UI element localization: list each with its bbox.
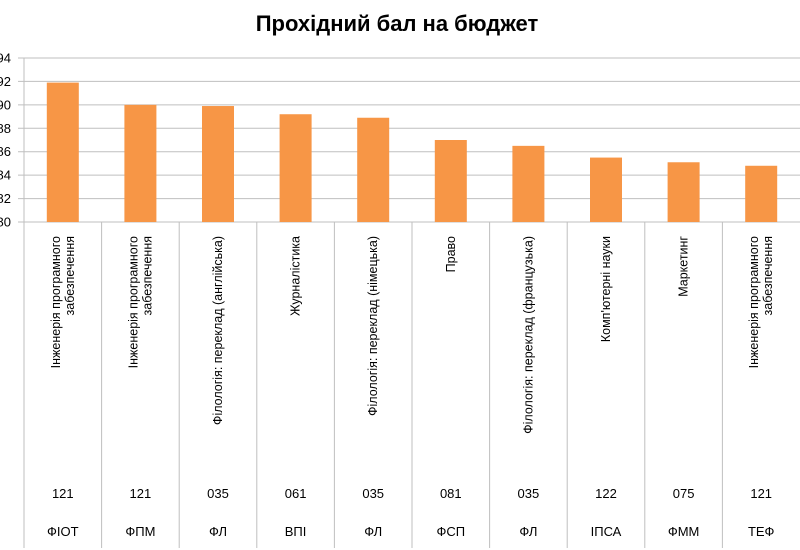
category-label-line: Право xyxy=(444,236,458,272)
category-code: 035 xyxy=(518,486,540,501)
category-label: Маркетинг xyxy=(677,236,691,297)
bar xyxy=(46,82,79,222)
y-tick-label: 180 xyxy=(0,215,11,230)
y-tick-label: 190 xyxy=(0,97,11,112)
category-label-line: забезпечення xyxy=(761,236,775,315)
bar xyxy=(667,162,700,222)
category-code: 121 xyxy=(52,486,74,501)
category-code: 075 xyxy=(673,486,695,501)
category-label: Інженерія програмного забезпечення xyxy=(747,236,775,368)
bar xyxy=(279,114,312,222)
category-label-line: Інженерія програмного xyxy=(126,236,140,368)
category-faculty: ІПСА xyxy=(591,524,622,539)
bar xyxy=(745,165,778,222)
category-code: 081 xyxy=(440,486,462,501)
bar xyxy=(202,106,234,222)
category-faculty: ФЛ xyxy=(209,524,227,539)
category-label-line: Філологія: переклад (німецька) xyxy=(366,236,380,416)
y-tick-label: 192 xyxy=(0,74,11,89)
y-axis-ticks: 180 182 184 186 188 190 192 194 xyxy=(0,51,11,230)
category-label-line: Комп'ютерні науки xyxy=(599,236,613,342)
category-faculty: ФЛ xyxy=(364,524,382,539)
bars xyxy=(46,82,778,222)
category-code: 061 xyxy=(285,486,307,501)
category-label: Інженерія програмного забезпечення xyxy=(49,236,77,368)
bar xyxy=(434,140,467,222)
category-label-line: забезпечення xyxy=(140,236,154,315)
category-label-line: Маркетинг xyxy=(677,236,691,297)
category-label-line: Журналістика xyxy=(289,236,303,316)
category-table: Інженерія програмного забезпечення121ФІОТ… xyxy=(47,222,775,548)
y-tick-label: 182 xyxy=(0,191,11,206)
category-code: 035 xyxy=(207,486,229,501)
category-faculty: ФСП xyxy=(436,524,465,539)
category-label: Філологія: переклад (англійська) xyxy=(211,236,225,425)
category-code: 121 xyxy=(130,486,152,501)
category-faculty: ФПМ xyxy=(125,524,155,539)
category-label: Філологія: переклад (французька) xyxy=(521,236,535,434)
category-code: 121 xyxy=(750,486,772,501)
category-faculty: ФІОТ xyxy=(47,524,79,539)
category-label: Право xyxy=(444,236,458,272)
category-faculty: ФММ xyxy=(668,524,700,539)
y-tick-label: 186 xyxy=(0,144,11,159)
bar xyxy=(357,117,390,222)
category-label-line: Філологія: переклад (англійська) xyxy=(211,236,225,425)
category-label: Філологія: переклад (німецька) xyxy=(366,236,380,416)
bar xyxy=(124,104,157,222)
category-label-line: Філологія: переклад (французька) xyxy=(521,236,535,434)
bar xyxy=(590,157,622,222)
category-faculty: ТЕФ xyxy=(748,524,775,539)
category-code: 122 xyxy=(595,486,617,501)
category-label-line: Інженерія програмного xyxy=(49,236,63,368)
y-tick-label: 184 xyxy=(0,168,11,183)
category-code: 035 xyxy=(362,486,384,501)
bar xyxy=(512,145,545,222)
category-label: Комп'ютерні науки xyxy=(599,236,613,342)
y-tick-label: 194 xyxy=(0,51,11,66)
chart-title: Прохідний бал на бюджет xyxy=(256,11,539,36)
category-label-line: Інженерія програмного xyxy=(747,236,761,368)
category-label-line: забезпечення xyxy=(63,236,77,315)
y-tick-label: 188 xyxy=(0,121,11,136)
category-label: Інженерія програмного забезпечення xyxy=(126,236,154,368)
category-faculty: ВПІ xyxy=(285,524,307,539)
category-label: Журналістика xyxy=(289,236,303,316)
category-faculty: ФЛ xyxy=(519,524,537,539)
